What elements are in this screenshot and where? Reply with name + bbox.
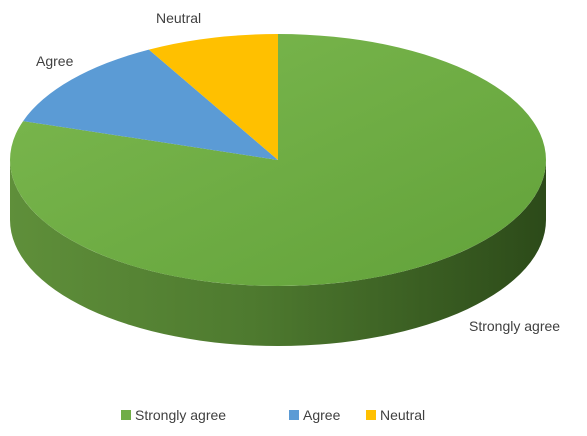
legend-label-strongly-agree: Strongly agree bbox=[135, 407, 226, 423]
legend-label-neutral: Neutral bbox=[380, 407, 425, 423]
data-label-agree: Agree bbox=[36, 53, 74, 69]
legend: Strongly agree Agree Neutral bbox=[121, 407, 425, 423]
legend-swatch-strongly-agree bbox=[121, 410, 131, 420]
legend-swatch-agree bbox=[289, 410, 299, 420]
data-label-strongly-agree: Strongly agree bbox=[469, 318, 560, 334]
legend-label-agree: Agree bbox=[303, 407, 341, 423]
pie-slices bbox=[10, 34, 546, 346]
data-label-neutral: Neutral bbox=[156, 10, 201, 26]
legend-swatch-neutral bbox=[366, 410, 376, 420]
